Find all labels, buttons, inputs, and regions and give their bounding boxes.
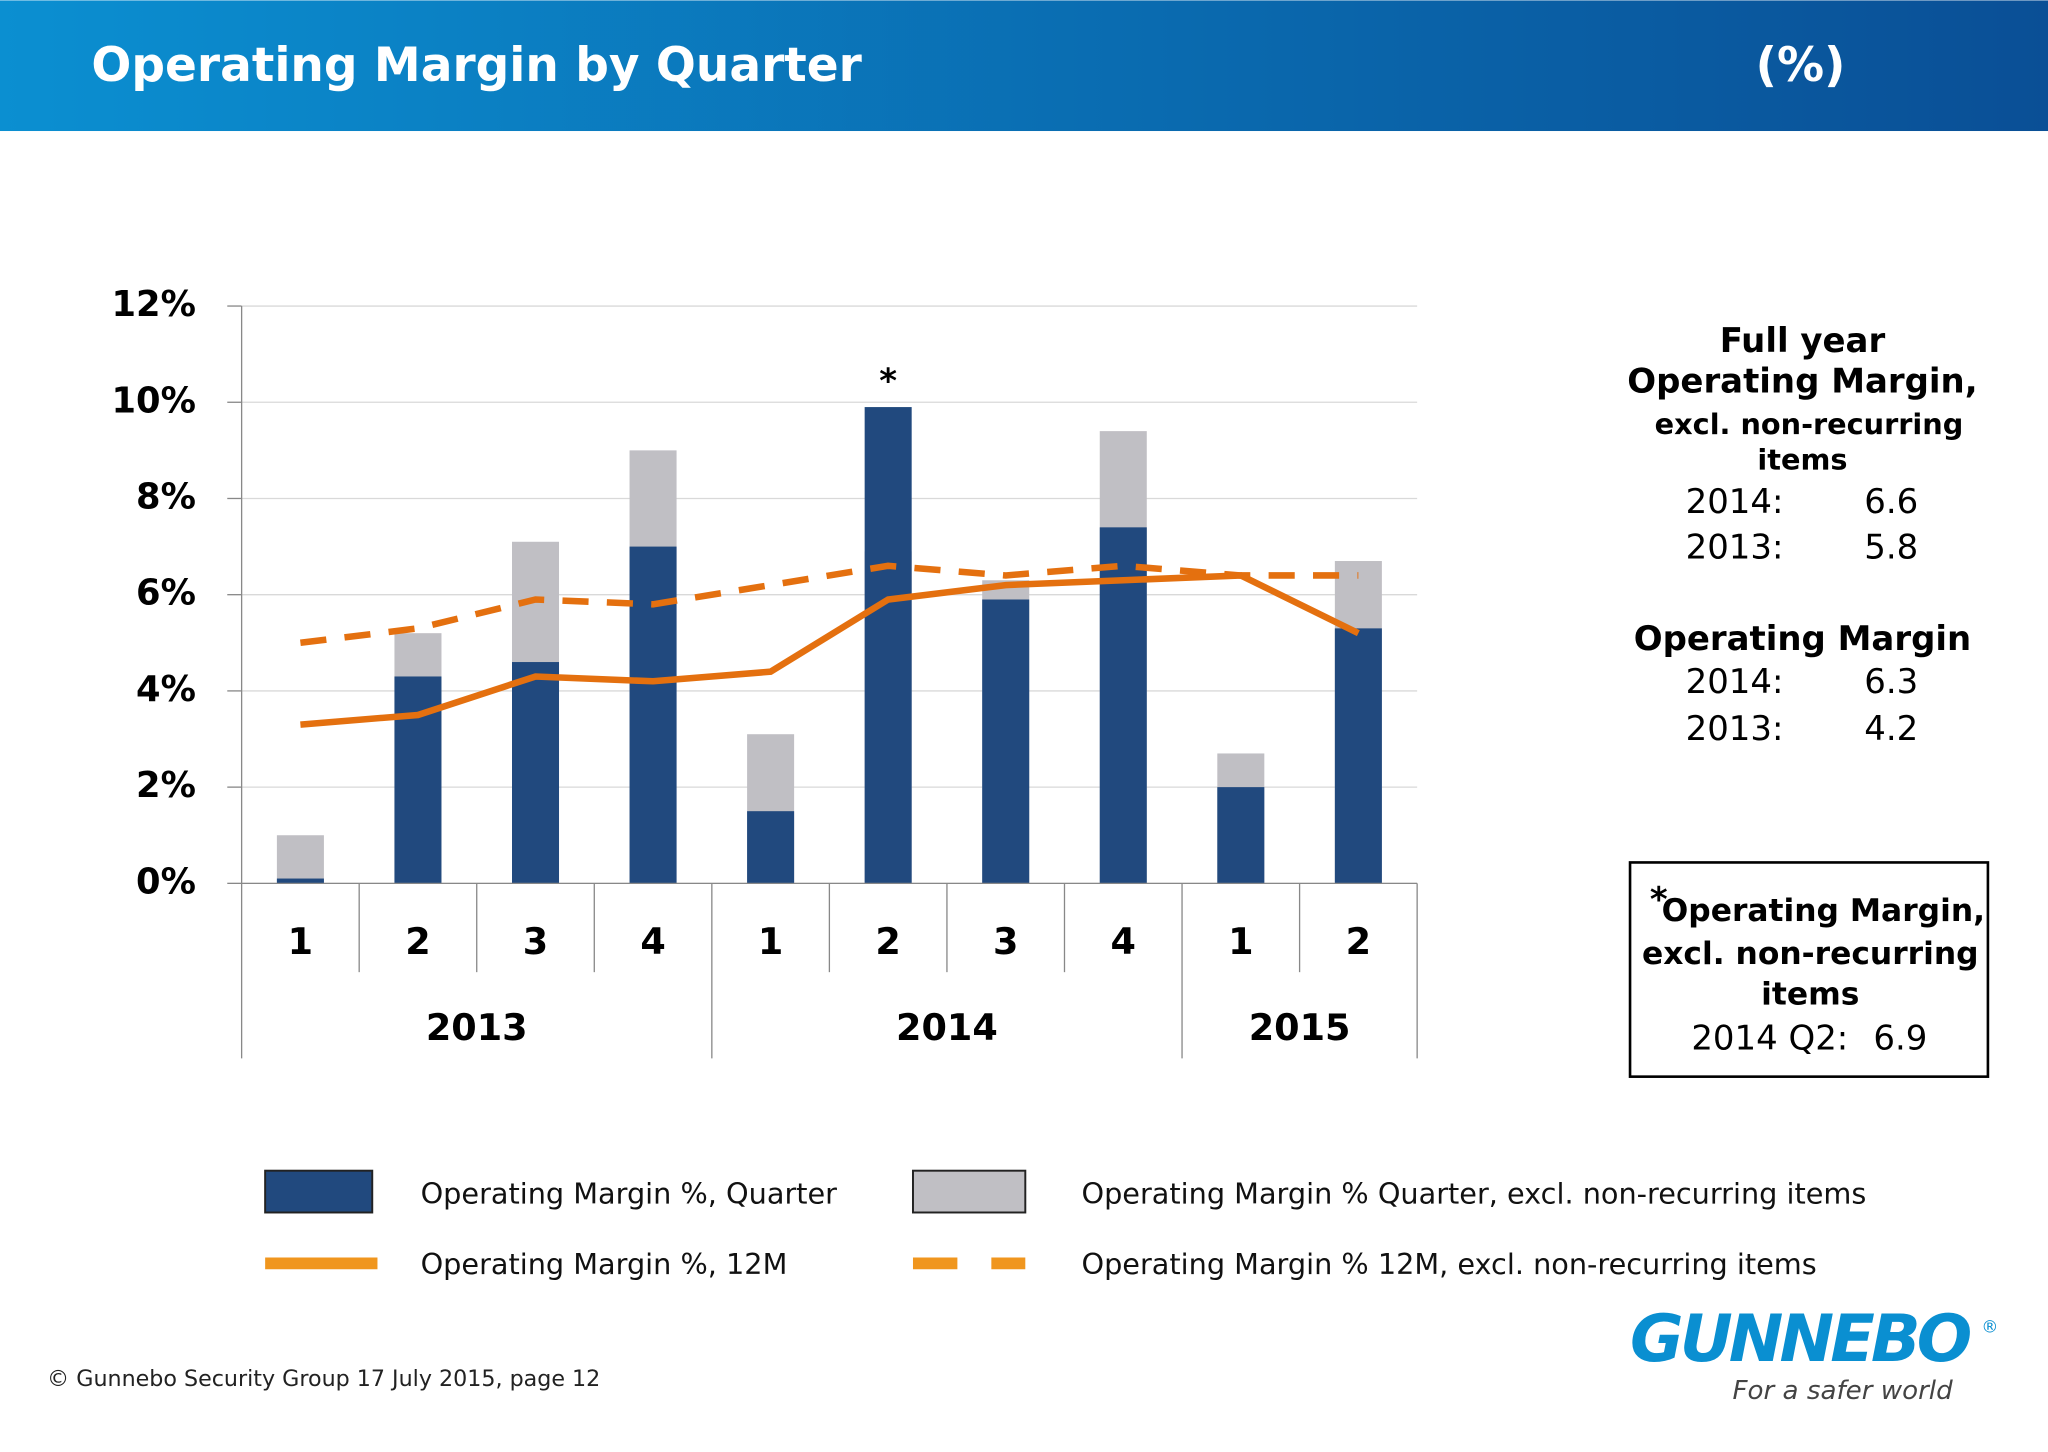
- bar: [276, 878, 324, 884]
- bar: [1217, 787, 1265, 884]
- dashed-line: [300, 562, 1359, 647]
- legend-swatch: [264, 1169, 374, 1214]
- x-tick-label: 4: [1111, 920, 1136, 963]
- bar: [747, 811, 795, 884]
- y-tick-label: 2%: [136, 765, 196, 806]
- x-tick-label: 1: [1228, 920, 1253, 963]
- note-label: 2014 Q2:: [1691, 1019, 1848, 1059]
- legend-label: Operating Margin %, Quarter: [421, 1177, 838, 1211]
- x-tick-label: 3: [993, 920, 1018, 963]
- header-unit: (%): [1755, 38, 1845, 93]
- annotation: *: [879, 362, 897, 402]
- side-subtitle: items: [1757, 442, 1847, 476]
- logo-tagline: For a safer world: [1733, 1376, 1954, 1406]
- group-label: 2013: [426, 1006, 528, 1049]
- x-tick-label: 1: [288, 920, 313, 963]
- group-label: 2014: [896, 1006, 998, 1049]
- bar: [1099, 527, 1147, 884]
- bar: [276, 835, 324, 884]
- side-title: Full year: [1720, 321, 1886, 361]
- note-value: 6.9: [1873, 1019, 1927, 1059]
- bar: [864, 407, 912, 884]
- legend-swatch: [912, 1169, 1027, 1214]
- side-label: 2013:: [1686, 709, 1784, 749]
- group-label: 2015: [1249, 1006, 1351, 1049]
- y-tick-label: 10%: [112, 380, 196, 421]
- legend-label: Operating Margin % 12M, excl. non-recurr…: [1081, 1247, 1816, 1281]
- y-tick-label: 12%: [112, 284, 196, 325]
- side-label: 2014:: [1686, 662, 1784, 702]
- footer: © Gunnebo Security Group 17 July 2015, p…: [47, 1366, 600, 1392]
- side-title: Operating Margin,: [1627, 362, 1977, 402]
- header-title: Operating Margin by Quarter: [91, 38, 862, 93]
- note-box: [1628, 861, 1990, 1078]
- bar: [512, 662, 560, 884]
- legend-label: Operating Margin % Quarter, excl. non-re…: [1081, 1177, 1866, 1211]
- x-tick-label: 3: [523, 920, 548, 963]
- side-value: 6.3: [1864, 662, 1918, 702]
- x-tick-label: 2: [1346, 920, 1371, 963]
- side-value: 4.2: [1864, 709, 1918, 749]
- y-tick-label: 6%: [136, 573, 196, 614]
- logo: GUNNEBO: [1630, 1301, 1972, 1377]
- y-tick-label: 4%: [136, 669, 196, 710]
- side-value: 6.6: [1864, 482, 1918, 522]
- x-tick-label: 2: [405, 920, 430, 963]
- note-line: excl. non-recurring: [1642, 936, 1979, 972]
- x-tick-label: 4: [640, 920, 665, 963]
- bar: [982, 599, 1030, 884]
- side-title: Operating Margin: [1634, 619, 1971, 659]
- bar: [629, 546, 677, 884]
- y-tick-label: 8%: [136, 476, 196, 517]
- note-star: *: [1650, 880, 1668, 920]
- note-line: Operating Margin,: [1662, 893, 1985, 929]
- side-value: 5.8: [1864, 527, 1918, 567]
- header-bar: [0, 0, 2048, 132]
- y-tick-label: 0%: [136, 861, 196, 902]
- bar: [1334, 628, 1382, 884]
- side-label: 2014:: [1686, 482, 1784, 522]
- side-panel: Full year Operating Margin, excl. non-re…: [1627, 321, 1990, 1078]
- note-line: items: [1761, 977, 1859, 1013]
- line: [300, 572, 1360, 728]
- side-subtitle: excl. non-recurring: [1655, 407, 1964, 441]
- x-tick-label: 2: [875, 920, 900, 963]
- x-tick-label: 1: [758, 920, 783, 963]
- legend-label: Operating Margin %, 12M: [421, 1247, 788, 1281]
- logo-mark: ®: [1981, 1317, 1998, 1337]
- side-label: 2013:: [1686, 527, 1784, 567]
